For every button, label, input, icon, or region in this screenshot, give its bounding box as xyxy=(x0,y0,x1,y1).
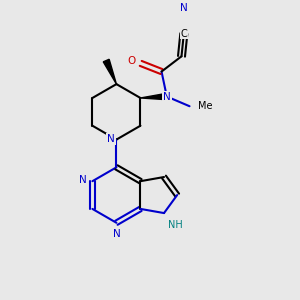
Text: N: N xyxy=(80,175,87,185)
Text: Me: Me xyxy=(198,101,212,111)
Polygon shape xyxy=(103,59,116,84)
Text: N: N xyxy=(180,3,188,14)
Text: C: C xyxy=(181,28,187,39)
Text: O: O xyxy=(127,56,136,66)
Polygon shape xyxy=(140,93,167,100)
Text: N: N xyxy=(112,229,120,239)
Text: NH: NH xyxy=(168,220,183,230)
Text: N: N xyxy=(163,92,171,102)
Text: N: N xyxy=(107,134,115,144)
